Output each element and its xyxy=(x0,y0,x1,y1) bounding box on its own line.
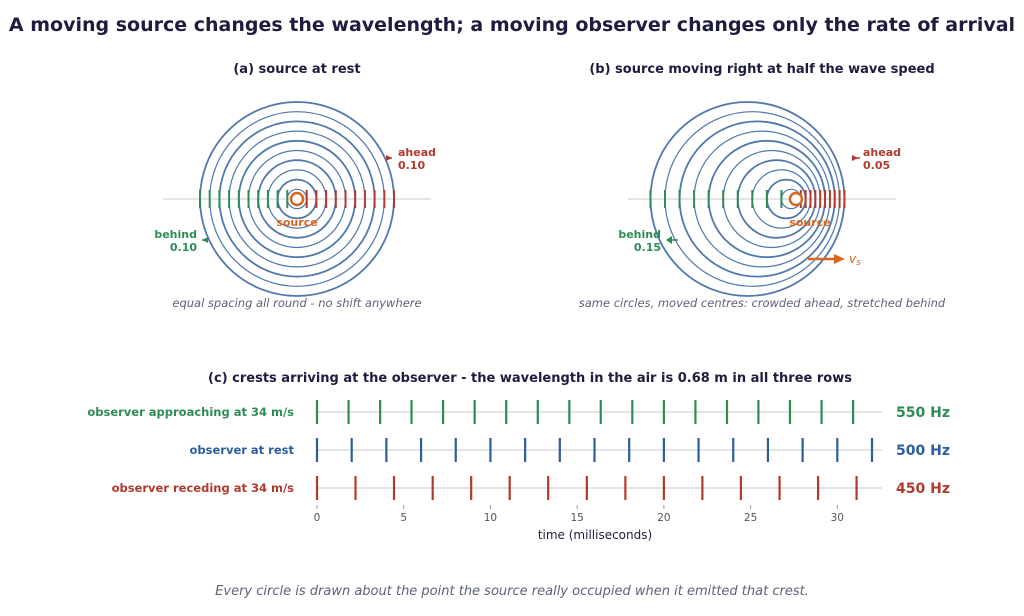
row-frequency-label: 550 Hz xyxy=(896,405,950,421)
main-title: A moving source changes the wavelength; … xyxy=(8,14,1016,36)
row-label: observer at rest xyxy=(190,443,295,457)
x-tick-label: 5 xyxy=(400,512,407,524)
panel-b-ahead-value: 0.05 xyxy=(863,159,890,172)
footer-note: Every circle is drawn about the point th… xyxy=(215,584,809,599)
x-tick-label: 0 xyxy=(314,512,321,524)
panel-a-source-marker xyxy=(289,191,305,207)
panel-a-source-label: source xyxy=(276,216,317,229)
x-tick-label: 10 xyxy=(484,512,497,524)
panel-b-ahead-arrow-head xyxy=(852,155,858,161)
x-tick-label: 25 xyxy=(744,512,757,524)
x-tick-label: 30 xyxy=(831,512,844,524)
row-frequency-label: 500 Hz xyxy=(896,443,950,459)
row-frequency-label: 450 Hz xyxy=(896,481,950,497)
panel-b-velocity-arrow-head xyxy=(834,254,845,264)
x-tick-label: 15 xyxy=(570,512,583,524)
panel-c-xlabel: time (milliseconds) xyxy=(538,528,652,542)
panel-c-heading: (c) crests arriving at the observer - th… xyxy=(208,371,852,386)
panel-b-behind-value: 0.15 xyxy=(634,241,661,254)
panel-c-rows: observer approaching at 34 m/s 550 Hz obse… xyxy=(87,400,950,500)
panel-b-behind-label: behind xyxy=(618,228,661,241)
panel-a-behind-arrow-head xyxy=(202,237,208,243)
panel-a-crest-ticks xyxy=(199,190,395,208)
x-tick-label: 20 xyxy=(657,512,670,524)
panel-b-velocity-label: vs xyxy=(849,252,861,268)
panel-b-source-marker xyxy=(788,191,804,207)
panel-a-heading: (a) source at rest xyxy=(233,62,360,77)
panel-a-caption: equal spacing all round - no shift anywh… xyxy=(172,296,421,310)
panel-a-behind-value: 0.10 xyxy=(170,241,197,254)
panel-a-behind-label: behind xyxy=(154,228,197,241)
panel-b-heading: (b) source moving right at half the wave… xyxy=(589,62,934,77)
panel-a: (a) source at rest source ahead 0.10 beh… xyxy=(154,62,436,310)
panel-b-ahead-label: ahead xyxy=(863,146,901,159)
panel-b-source-label: source xyxy=(789,216,830,229)
panel-a-ahead-label: ahead xyxy=(398,146,436,159)
panel-b-behind-arrow-head xyxy=(666,236,672,244)
panel-b-caption: same circles, moved centres: crowded ahe… xyxy=(579,296,946,310)
row-label: observer receding at 34 m/s xyxy=(112,481,295,495)
panel-b: (b) source moving right at half the wave… xyxy=(579,62,946,310)
panel-c-chart: (c) crests arriving at the observer - th… xyxy=(87,371,950,542)
panel-b-crest-ticks xyxy=(649,190,846,208)
row-label: observer approaching at 34 m/s xyxy=(87,405,294,419)
panel-a-ahead-arrow-head xyxy=(386,155,392,161)
panel-c-time-axis: 0 5 10 15 20 25 30 xyxy=(314,505,844,524)
panel-a-ahead-value: 0.10 xyxy=(398,159,425,172)
